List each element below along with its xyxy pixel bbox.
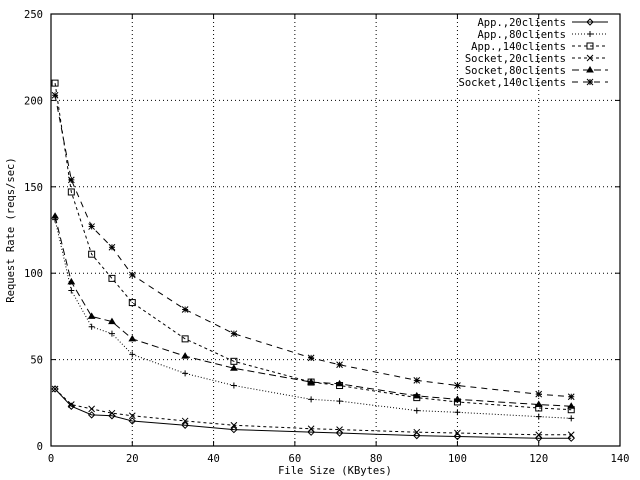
x-tick-label: 40: [207, 453, 220, 465]
series-socket-140clients: [51, 91, 575, 401]
legend-item: Socket,20clients: [465, 53, 608, 65]
grid-lines: [51, 14, 620, 446]
series-app-140clients: [51, 79, 575, 414]
legend-item: Socket,140clients: [459, 77, 608, 89]
series-app-80clients: [52, 216, 575, 422]
x-tick-label: 80: [370, 453, 383, 465]
legend-label: App.,20clients: [477, 17, 566, 29]
series-socket-80clients: [51, 212, 576, 409]
legend-label: App.,80clients: [477, 29, 566, 41]
y-axis-label: Request Rate (reqs/sec): [5, 157, 17, 302]
y-tick-label: 100: [24, 268, 43, 280]
legend-item: App.,80clients: [477, 29, 608, 41]
series-socket-20clients: [51, 385, 575, 439]
legend-label: Socket,140clients: [459, 77, 566, 89]
y-tick-label: 250: [24, 9, 43, 21]
x-tick-label: 120: [529, 453, 548, 465]
x-tick-label: 0: [48, 453, 54, 465]
y-tick-label: 200: [24, 95, 43, 107]
y-tick-label: 50: [30, 355, 43, 367]
legend-item: Socket,80clients: [465, 65, 608, 77]
legend-item: App.,20clients: [477, 17, 608, 29]
y-axis-tick-labels: 0 50 100 150 200 250: [24, 9, 43, 453]
legend-label: App.,140clients: [471, 41, 566, 53]
data-series: [51, 79, 576, 442]
axis-ticks: [50, 13, 621, 447]
x-tick-label: 20: [126, 453, 139, 465]
x-tick-label: 100: [448, 453, 467, 465]
x-axis-label: File Size (KBytes): [278, 465, 392, 477]
legend-item: App.,140clients: [471, 41, 608, 53]
legend-label: Socket,20clients: [465, 53, 566, 65]
x-tick-label: 140: [611, 453, 630, 465]
y-tick-label: 0: [37, 441, 43, 453]
y-tick-label: 150: [24, 182, 43, 194]
x-axis-tick-labels: 0 20 40 60 80 100 120 140: [48, 453, 630, 465]
legend: App.,20clientsApp.,80clientsApp.,140clie…: [459, 17, 608, 89]
plot-frame: [50, 13, 621, 447]
x-tick-label: 60: [289, 453, 302, 465]
legend-label: Socket,80clients: [465, 65, 566, 77]
